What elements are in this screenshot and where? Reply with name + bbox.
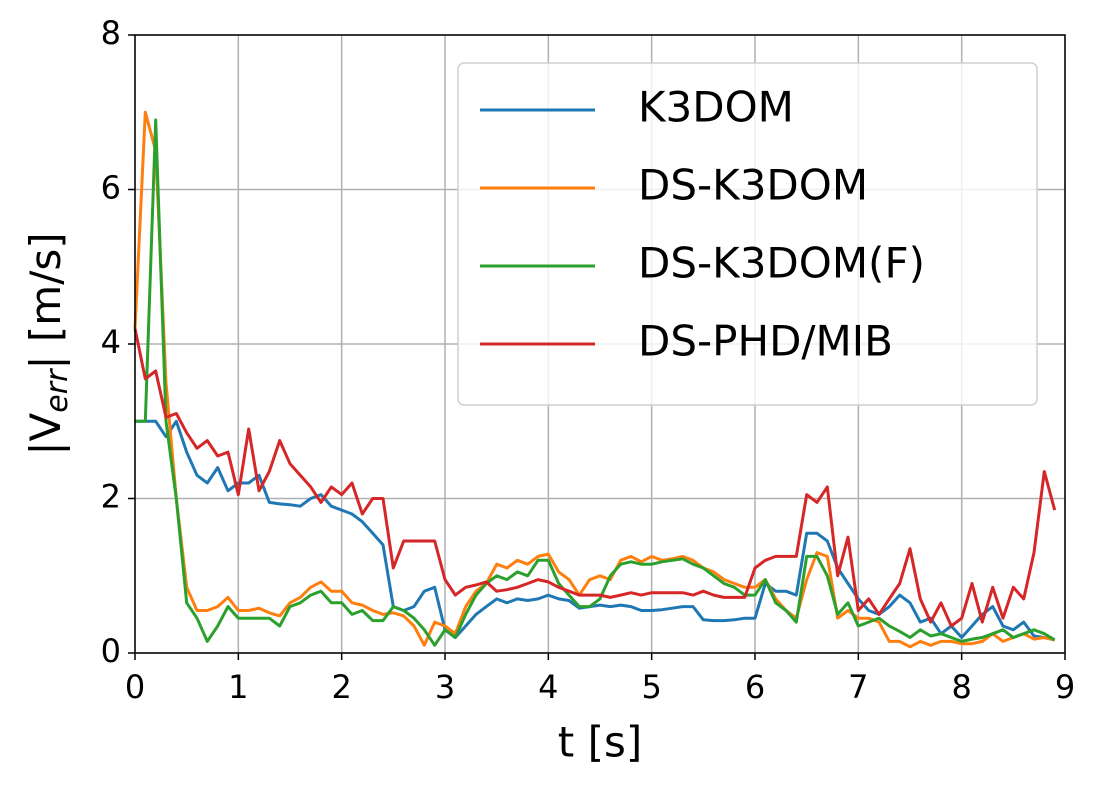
plot-frame bbox=[134, 34, 1066, 654]
x-tick-label: 3 bbox=[435, 668, 455, 706]
legend-label: DS-K3DOM bbox=[638, 161, 868, 210]
y-label-part: |V bbox=[21, 412, 70, 455]
data-line bbox=[135, 419, 1056, 642]
x-axis-label: t [s] bbox=[558, 718, 642, 767]
data-line bbox=[133, 110, 1056, 649]
legend-label: DS-K3DOM(F) bbox=[638, 239, 925, 288]
x-tick-label: 6 bbox=[745, 668, 765, 706]
y-tick-label: 8 bbox=[101, 14, 121, 52]
x-tick-label: 5 bbox=[641, 668, 661, 706]
x-tick-label: 2 bbox=[331, 668, 351, 706]
data-line bbox=[133, 328, 1057, 628]
legend-label: K3DOM bbox=[638, 83, 794, 132]
y-axis-label: |Verr| [m/s] bbox=[21, 232, 75, 455]
x-tick-label: 9 bbox=[1055, 668, 1075, 706]
x-tick-label: 1 bbox=[228, 668, 248, 706]
data-line bbox=[135, 118, 1056, 647]
x-tick-label: 7 bbox=[848, 668, 868, 706]
y-tick-label: 4 bbox=[101, 323, 121, 361]
y-label-part: | [m/s] bbox=[21, 232, 70, 369]
y-tick-label: 6 bbox=[101, 169, 121, 207]
x-tick-label: 0 bbox=[125, 668, 145, 706]
legend-box bbox=[457, 62, 1038, 406]
x-tick-label: 4 bbox=[538, 668, 558, 706]
legend-label: DS-PHD/MIB bbox=[638, 317, 893, 366]
y-tick-label: 0 bbox=[101, 632, 121, 670]
y-tick-label: 2 bbox=[101, 478, 121, 516]
x-tick-label: 8 bbox=[951, 668, 971, 706]
y-label-subscript: err bbox=[40, 368, 75, 413]
